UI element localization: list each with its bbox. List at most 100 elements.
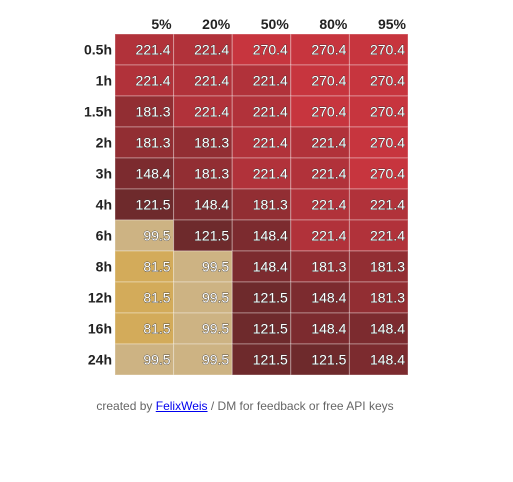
row-label: 4h bbox=[96, 197, 112, 213]
heatmap-cell bbox=[290, 188, 350, 221]
heatmap-cell bbox=[348, 281, 409, 314]
heatmap-cell bbox=[173, 157, 233, 190]
cell-value-label: 81.5 bbox=[143, 321, 170, 337]
cell-value-label: 148.4 bbox=[253, 259, 288, 275]
author-link[interactable]: FelixWeis bbox=[155, 399, 208, 413]
cell-value-label: 221.4 bbox=[311, 166, 346, 182]
heatmap-cell bbox=[173, 188, 233, 221]
cell-value-label: 221.4 bbox=[311, 197, 346, 213]
credit-suffix: / DM for feedback or free API keys bbox=[207, 399, 394, 413]
cell-value-label: 148.4 bbox=[194, 197, 229, 213]
cell-value-label: 221.4 bbox=[136, 42, 171, 58]
row-label: 2h bbox=[96, 135, 112, 151]
cell-value-label: 148.4 bbox=[253, 228, 288, 244]
cell-value-label: 270.4 bbox=[311, 73, 346, 89]
row-labels: 0.5h 1h 1.5h 2h 3h 4h 6h 8h 12h 16h 24h bbox=[84, 42, 112, 368]
heatmap-cell bbox=[173, 281, 233, 314]
row-label: 16h bbox=[88, 321, 112, 337]
heatmap-cell bbox=[348, 312, 409, 345]
cell-value-label: 221.4 bbox=[194, 73, 229, 89]
heatmap-cell bbox=[290, 343, 350, 376]
cell-value-label: 99.5 bbox=[202, 290, 229, 306]
cell-value-label: 221.4 bbox=[194, 42, 229, 58]
heatmap-cell bbox=[114, 33, 175, 66]
heatmap-cell bbox=[114, 64, 175, 97]
cell-value-label: 148.4 bbox=[370, 352, 405, 368]
row-label: 1h bbox=[96, 73, 112, 89]
column-labels: 5% 20% 50% 80% 95% bbox=[151, 16, 406, 32]
cell-value-label: 181.3 bbox=[194, 166, 229, 182]
cell-value-label: 221.4 bbox=[370, 197, 405, 213]
row-label: 6h bbox=[96, 228, 112, 244]
column-label: 95% bbox=[378, 16, 407, 32]
column-label: 5% bbox=[151, 16, 172, 32]
cell-value-label: 148.4 bbox=[311, 290, 346, 306]
cell-value-label: 99.5 bbox=[202, 259, 229, 275]
cell-value-label: 181.3 bbox=[370, 290, 405, 306]
cell-value-label: 270.4 bbox=[311, 104, 346, 120]
cell-value-label: 121.5 bbox=[311, 352, 346, 368]
credit-prefix: created by bbox=[96, 399, 156, 413]
cell-value-label: 221.4 bbox=[253, 166, 288, 182]
row-label: 12h bbox=[88, 290, 112, 306]
cell-value-label: 121.5 bbox=[136, 197, 171, 213]
column-label: 50% bbox=[261, 16, 290, 32]
cell-value-label: 221.4 bbox=[370, 228, 405, 244]
heatmap-cell bbox=[173, 95, 233, 128]
cell-value-label: 270.4 bbox=[370, 166, 405, 182]
heatmap-cell bbox=[290, 312, 350, 345]
cell-value-label: 221.4 bbox=[136, 73, 171, 89]
cell-value-label: 81.5 bbox=[143, 259, 170, 275]
heatmap-cell bbox=[173, 312, 233, 345]
row-label: 1.5h bbox=[84, 104, 112, 120]
cell-value-label: 221.4 bbox=[194, 104, 229, 120]
cell-value-label: 270.4 bbox=[370, 135, 405, 151]
cell-value-label: 221.4 bbox=[253, 73, 288, 89]
cell-value-label: 181.3 bbox=[136, 135, 171, 151]
cell-value-label: 99.5 bbox=[202, 352, 229, 368]
cell-value-label: 81.5 bbox=[143, 290, 170, 306]
heatmap-cell bbox=[231, 312, 292, 345]
heatmap-cell bbox=[348, 250, 409, 283]
heatmap-cell bbox=[173, 250, 233, 283]
cell-value-label: 121.5 bbox=[253, 321, 288, 337]
cell-value-label: 181.3 bbox=[194, 135, 229, 151]
heatmap-cell bbox=[348, 188, 409, 221]
heatmap-cell bbox=[348, 343, 409, 376]
cell-value-label: 181.3 bbox=[311, 259, 346, 275]
cell-value-label: 270.4 bbox=[370, 73, 405, 89]
heatmap-cells: 221.4 221.4 270.4 270.4 270.4 221.4 221.4 221.4… bbox=[114, 33, 409, 376]
heatmap-cell bbox=[290, 126, 350, 159]
heatmap-cell bbox=[114, 343, 175, 376]
cell-value-label: 99.5 bbox=[143, 352, 170, 368]
heatmap-cell bbox=[348, 64, 409, 97]
cell-value-label: 121.5 bbox=[253, 352, 288, 368]
cell-value-label: 148.4 bbox=[311, 321, 346, 337]
cell-value-label: 221.4 bbox=[311, 228, 346, 244]
column-label: 20% bbox=[202, 16, 231, 32]
heatmap-cell bbox=[114, 126, 175, 159]
cell-value-label: 270.4 bbox=[370, 42, 405, 58]
heatmap-cell bbox=[173, 33, 233, 66]
row-label: 0.5h bbox=[84, 42, 112, 58]
heatmap-cell bbox=[231, 157, 292, 190]
heatmap-cell bbox=[231, 64, 292, 97]
heatmap-cell bbox=[173, 126, 233, 159]
cell-value-label: 221.4 bbox=[311, 135, 346, 151]
row-label: 3h bbox=[96, 166, 112, 182]
heatmap-cell bbox=[114, 157, 175, 190]
cell-value-label: 270.4 bbox=[311, 42, 346, 58]
cell-value-label: 221.4 bbox=[253, 135, 288, 151]
cell-value-label: 148.4 bbox=[370, 321, 405, 337]
cell-value-label: 181.3 bbox=[370, 259, 405, 275]
cell-value-label: 99.5 bbox=[202, 321, 229, 337]
cell-value-label: 270.4 bbox=[370, 104, 405, 120]
heatmap-cell bbox=[114, 219, 175, 252]
heatmap-cell bbox=[231, 343, 292, 376]
cell-value-label: 148.4 bbox=[136, 166, 171, 182]
cell-value-label: 121.5 bbox=[253, 290, 288, 306]
credit-line: created by FelixWeis / DM for feedback o… bbox=[0, 399, 490, 413]
column-label: 80% bbox=[319, 16, 348, 32]
cell-value-label: 270.4 bbox=[253, 42, 288, 58]
heatmap-cell bbox=[231, 126, 292, 159]
